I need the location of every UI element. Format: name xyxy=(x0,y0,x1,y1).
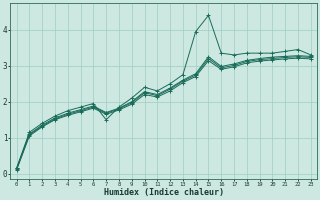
X-axis label: Humidex (Indice chaleur): Humidex (Indice chaleur) xyxy=(104,188,224,197)
